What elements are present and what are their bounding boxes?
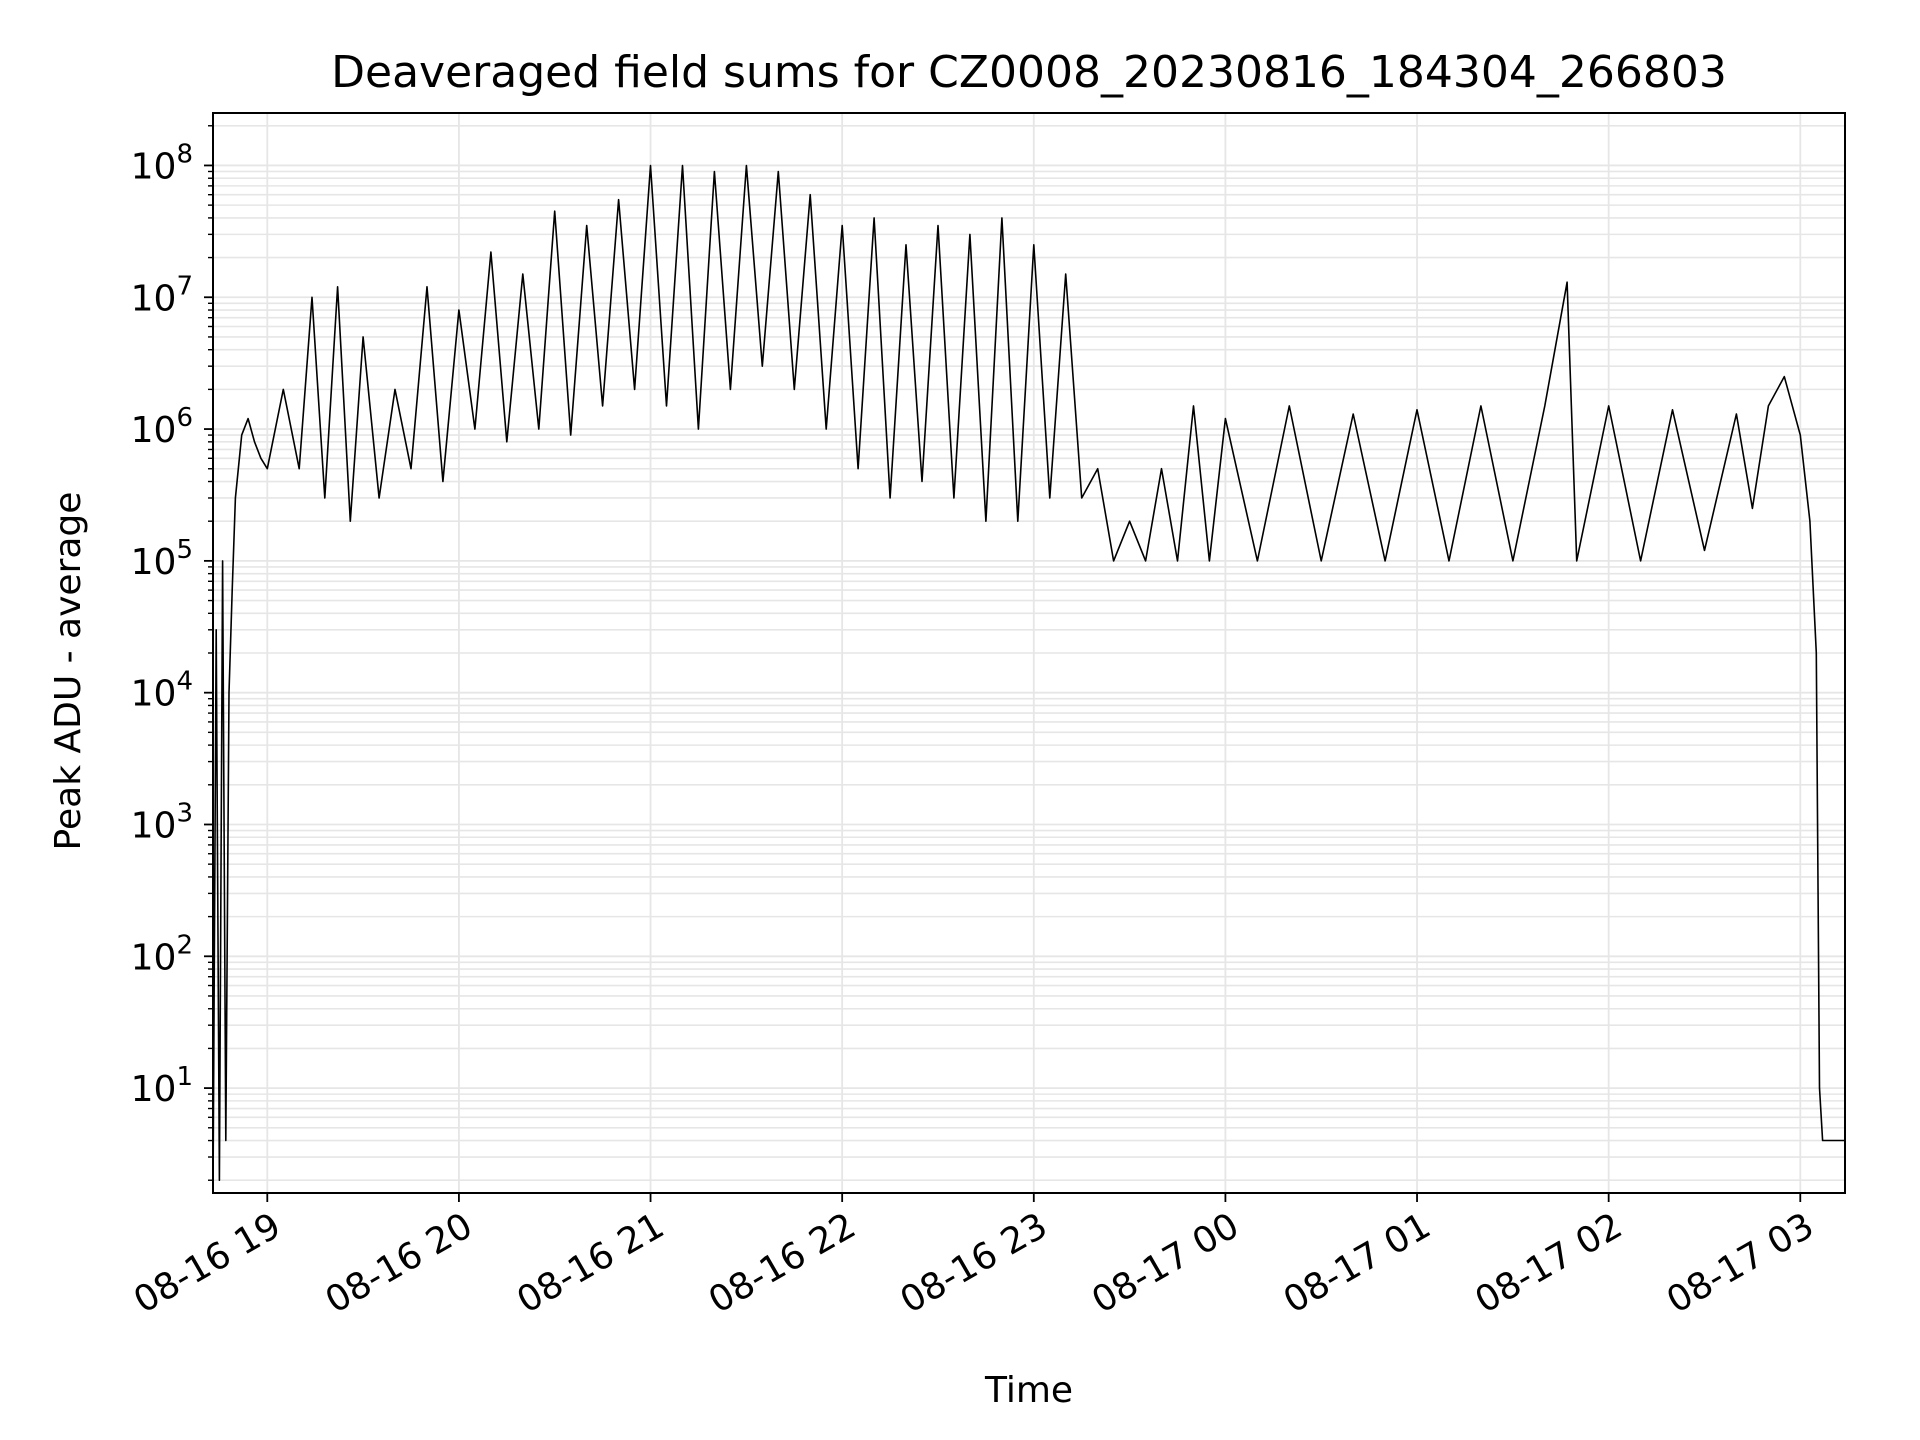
plot-frame [212,112,1846,1194]
y-tick-label-exponent: 4 [176,667,193,697]
y-tick-label: 108 [131,139,193,187]
y-tick-label: 104 [131,667,193,715]
y-tick-label-base: 10 [131,146,177,187]
x-axis-label: Time [984,1370,1073,1411]
y-tick-label: 107 [131,271,193,319]
y-tick-label-base: 10 [131,805,177,846]
y-tick-label-base: 10 [131,542,177,583]
grid [213,113,1845,1193]
y-tick-label-exponent: 5 [176,535,193,565]
y-tick-label-base: 10 [131,1069,177,1110]
y-tick-label: 101 [131,1062,193,1110]
y-tick-label: 106 [131,403,193,451]
y-tick-label-exponent: 2 [176,930,193,960]
y-tick-label: 102 [131,930,193,978]
y-tick-label-exponent: 3 [176,798,193,828]
y-tick-label-base: 10 [131,278,177,319]
y-tick-label-base: 10 [131,674,177,715]
y-tick-label-exponent: 7 [176,271,193,301]
y-tick-label: 105 [131,535,193,583]
y-tick-label-exponent: 1 [176,1062,193,1092]
y-axis-label: Peak ADU - average [48,492,89,851]
chart-title: Deaveraged field sums for CZ0008_2023081… [331,47,1727,98]
y-tick-label-exponent: 6 [176,403,193,433]
y-tick-label-base: 10 [131,410,177,451]
y-tick-label: 103 [131,798,193,846]
series-line [212,164,1845,1194]
y-tick-label-base: 10 [131,937,177,978]
y-tick-label-exponent: 8 [176,139,193,169]
